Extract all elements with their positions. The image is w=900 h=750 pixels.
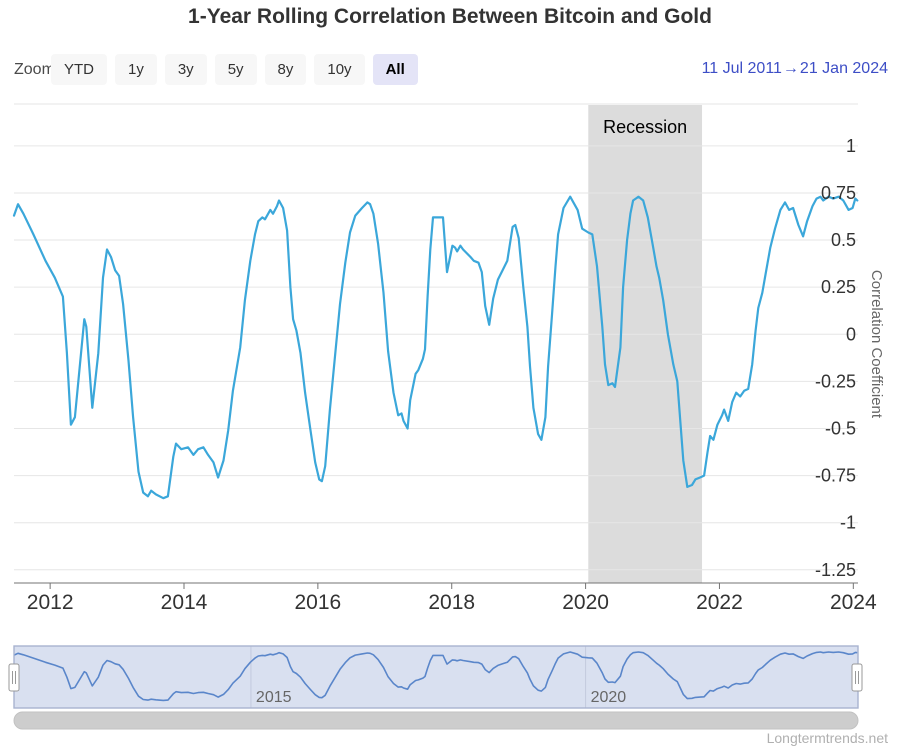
series-line (12, 195, 859, 500)
y-axis-label: -0.5 (825, 418, 856, 438)
range-button-1y[interactable]: 1y (115, 54, 157, 85)
navigator-left-handle[interactable] (8, 663, 20, 692)
navigator-mask[interactable] (14, 646, 858, 708)
y-axis-label: 0.75 (821, 183, 856, 203)
date-from-input[interactable]: 11 Jul 2011 (701, 60, 782, 77)
y-axis-label: 0.5 (831, 230, 856, 250)
x-axis-label: 2014 (161, 591, 208, 614)
scrollbar-thumb[interactable] (13, 711, 859, 730)
y-axis-label: -0.25 (815, 371, 856, 391)
x-axis-label: 2022 (696, 591, 743, 614)
recession-label: Recession (603, 117, 687, 137)
range-button-10y[interactable]: 10y (314, 54, 365, 85)
y-axis-label: -1.25 (815, 560, 856, 580)
date-range-arrow-icon: → (782, 60, 799, 77)
range-button-8y[interactable]: 8y (264, 54, 307, 85)
chart-title: 1-Year Rolling Correlation Between Bitco… (188, 5, 712, 28)
date-range: 11 Jul 2011 → 21 Jan 2024 (700, 60, 890, 78)
y-axis-title: Correlation Coefficient (868, 270, 885, 419)
navigator-series-line (13, 651, 858, 702)
y-axis-label: 0 (846, 324, 856, 344)
y-axis-label: -0.75 (815, 466, 856, 486)
range-button-3y[interactable]: 3y (164, 54, 207, 85)
y-axis-label: 1 (846, 136, 856, 156)
navigator-axis-label: 2020 (591, 689, 627, 706)
date-to-input[interactable]: 21 Jan 2024 (799, 60, 888, 77)
recession-band (588, 105, 703, 583)
x-axis-label: 2016 (295, 591, 342, 614)
x-axis-label: 2024 (830, 591, 877, 614)
credit-link[interactable]: Longtermtrends.net (767, 730, 889, 746)
range-button-5y[interactable]: 5y (214, 54, 257, 85)
x-axis-label: 2018 (428, 591, 475, 614)
zoom-label: Zoom (14, 61, 55, 78)
navigator-right-handle[interactable] (851, 663, 863, 692)
navigator-axis-label: 2015 (256, 689, 292, 706)
range-selector-buttons: YTD 1y 3y 5y 8y 10y All (51, 54, 418, 85)
x-axis-label: 2020 (562, 591, 609, 614)
y-axis-label: 0.25 (821, 277, 856, 297)
range-button-all[interactable]: All (372, 54, 418, 85)
x-axis-label: 2012 (27, 591, 74, 614)
range-button-ytd[interactable]: YTD (51, 54, 107, 85)
y-axis-label: -1 (840, 513, 856, 533)
plot-area[interactable] (14, 104, 858, 583)
